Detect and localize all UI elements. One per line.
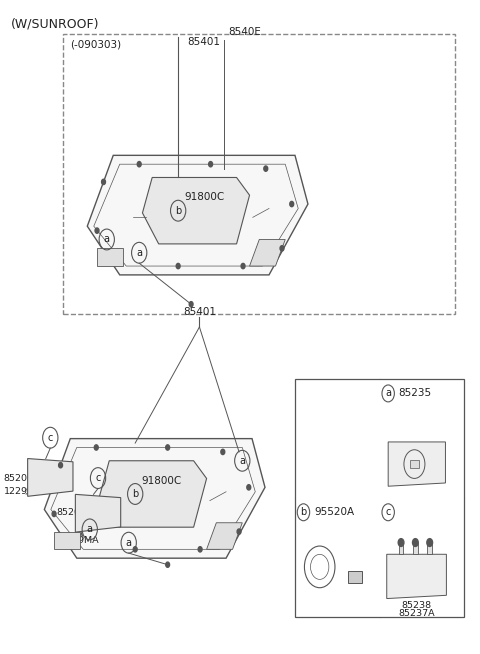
Text: 1229MA: 1229MA	[4, 487, 42, 496]
Circle shape	[412, 539, 418, 547]
Bar	[409, 460, 419, 468]
Text: 85237A: 85237A	[398, 609, 435, 618]
Polygon shape	[28, 458, 73, 496]
Bar	[427, 543, 432, 555]
Bar	[399, 543, 404, 555]
Text: 91800C: 91800C	[142, 475, 182, 486]
Polygon shape	[44, 439, 265, 558]
Text: a: a	[126, 538, 132, 547]
Circle shape	[166, 562, 169, 567]
Text: 1229MA: 1229MA	[61, 536, 100, 545]
Text: c: c	[48, 433, 53, 443]
Text: c: c	[96, 473, 101, 483]
Text: 95520A: 95520A	[314, 508, 354, 517]
Text: c: c	[385, 508, 391, 517]
Circle shape	[427, 539, 432, 547]
Circle shape	[221, 449, 225, 455]
Bar	[295, 379, 464, 617]
Text: a: a	[87, 525, 93, 534]
Text: 85401: 85401	[183, 307, 216, 317]
Polygon shape	[250, 239, 285, 266]
Text: b: b	[175, 206, 181, 216]
Circle shape	[95, 228, 99, 233]
Text: a: a	[240, 456, 245, 466]
Text: (-090303): (-090303)	[71, 39, 122, 49]
Circle shape	[166, 445, 169, 450]
Circle shape	[133, 547, 137, 552]
Text: 85201A: 85201A	[56, 508, 93, 517]
Text: a: a	[136, 248, 142, 258]
Text: 85238: 85238	[401, 600, 432, 610]
Text: 91800C: 91800C	[185, 192, 225, 202]
Bar	[413, 543, 418, 555]
Circle shape	[94, 445, 98, 450]
Text: 85401: 85401	[188, 37, 221, 47]
Circle shape	[209, 162, 213, 167]
Polygon shape	[99, 461, 206, 527]
Polygon shape	[143, 177, 250, 244]
Text: a: a	[104, 235, 110, 245]
Circle shape	[59, 462, 62, 468]
Polygon shape	[388, 442, 445, 486]
Circle shape	[237, 529, 241, 534]
Circle shape	[102, 179, 106, 184]
Circle shape	[198, 547, 202, 552]
Text: 85202A: 85202A	[4, 473, 40, 483]
Polygon shape	[54, 532, 80, 549]
Circle shape	[280, 246, 284, 251]
Bar	[348, 572, 362, 583]
Text: (W/SUNROOF): (W/SUNROOF)	[11, 18, 99, 31]
Circle shape	[189, 301, 193, 307]
Text: 8540E: 8540E	[228, 27, 261, 37]
Circle shape	[264, 166, 268, 171]
Circle shape	[290, 201, 294, 207]
Circle shape	[176, 264, 180, 269]
Circle shape	[241, 264, 245, 269]
Polygon shape	[75, 494, 120, 532]
Text: a: a	[385, 388, 391, 398]
Text: b: b	[132, 489, 138, 499]
Bar	[63, 34, 455, 314]
Polygon shape	[87, 156, 308, 275]
Circle shape	[398, 539, 404, 547]
Circle shape	[52, 511, 56, 517]
Polygon shape	[97, 249, 123, 266]
Polygon shape	[387, 555, 446, 598]
Text: b: b	[300, 508, 307, 517]
Circle shape	[247, 485, 251, 490]
Polygon shape	[206, 523, 242, 549]
Text: 85235: 85235	[399, 388, 432, 398]
Circle shape	[137, 162, 141, 167]
